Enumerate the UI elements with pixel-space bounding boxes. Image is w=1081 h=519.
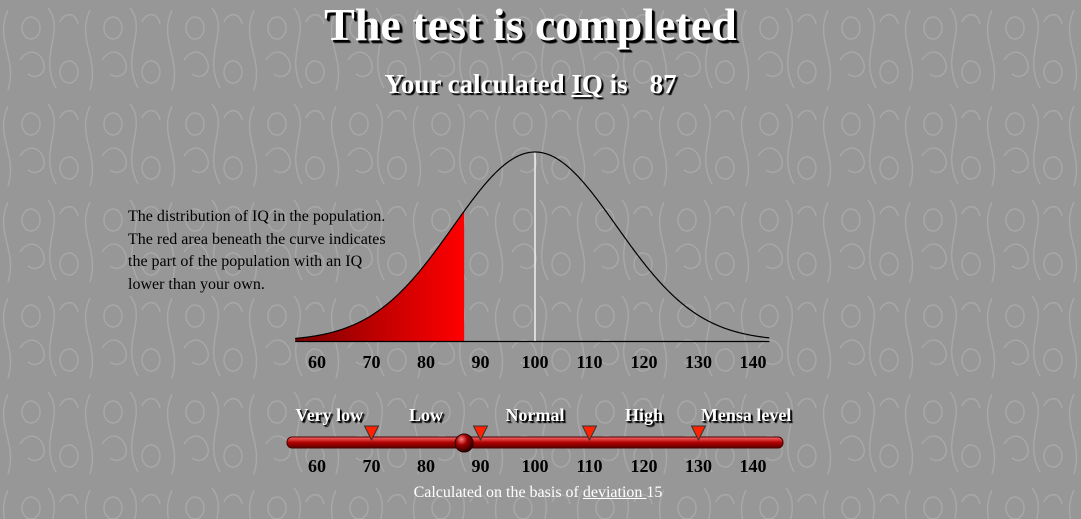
- chart-tick-label: 110: [576, 352, 602, 372]
- deviation-value: 15: [646, 484, 663, 501]
- scale-tick-label: 90: [472, 456, 490, 476]
- scale-tick-label: 60: [308, 456, 326, 476]
- threshold-marker: [690, 425, 707, 442]
- chart-tick-label: 140: [740, 352, 767, 372]
- scale-track: [286, 436, 784, 449]
- description-line: The red area beneath the curve indicates: [128, 230, 386, 248]
- description-line: lower than your own.: [128, 275, 265, 293]
- scale-tick-label: 120: [631, 456, 658, 476]
- footer-note: Calculated on the basis of deviation 15: [0, 484, 1076, 502]
- result-prefix: Your calculated: [384, 69, 565, 99]
- iq-link[interactable]: IQ: [571, 69, 603, 99]
- footer-prefix: Calculated on the basis of: [413, 484, 583, 501]
- chart-tick-label: 100: [522, 352, 549, 372]
- deviation-link[interactable]: deviation: [582, 484, 647, 501]
- category-very-low: Very low: [295, 405, 364, 425]
- threshold-marker: [363, 425, 380, 442]
- threshold-marker: [472, 425, 489, 442]
- below-iq-area: [295, 211, 465, 341]
- iq-marker-knob: [454, 433, 474, 453]
- category-mensa-level: Mensa level: [700, 405, 792, 425]
- scale-tick-label: 80: [417, 456, 435, 476]
- page-title: The test is completed: [324, 0, 737, 50]
- scale-tick-label: 70: [363, 456, 381, 476]
- description-line: The distribution of IQ in the population…: [128, 208, 386, 225]
- scale-tick-label: 140: [740, 456, 767, 476]
- threshold-marker: [581, 425, 598, 442]
- chart-tick-label: 80: [417, 352, 435, 372]
- result-verb: is: [609, 69, 628, 99]
- chart-tick-label: 70: [363, 352, 381, 372]
- scale-tick-label: 100: [522, 456, 549, 476]
- chart-tick-label: 130: [685, 352, 712, 372]
- scale-tick-label: 110: [576, 456, 602, 476]
- distribution-description: The distribution of IQ in the population…: [128, 206, 448, 296]
- scale-tick-label: 130: [685, 456, 712, 476]
- category-low: Low: [409, 405, 444, 425]
- chart-tick-label: 120: [631, 352, 658, 372]
- result-line: Your calculated IQ is 87: [0, 69, 1061, 100]
- iq-value: 87: [649, 69, 677, 99]
- category-normal: Normal: [505, 405, 565, 425]
- chart-tick-label: 60: [308, 352, 326, 372]
- distribution-curve: [295, 151, 770, 340]
- chart-tick-label: 90: [472, 352, 490, 372]
- description-line: the part of the population with an IQ: [128, 253, 363, 270]
- category-high: High: [625, 405, 664, 425]
